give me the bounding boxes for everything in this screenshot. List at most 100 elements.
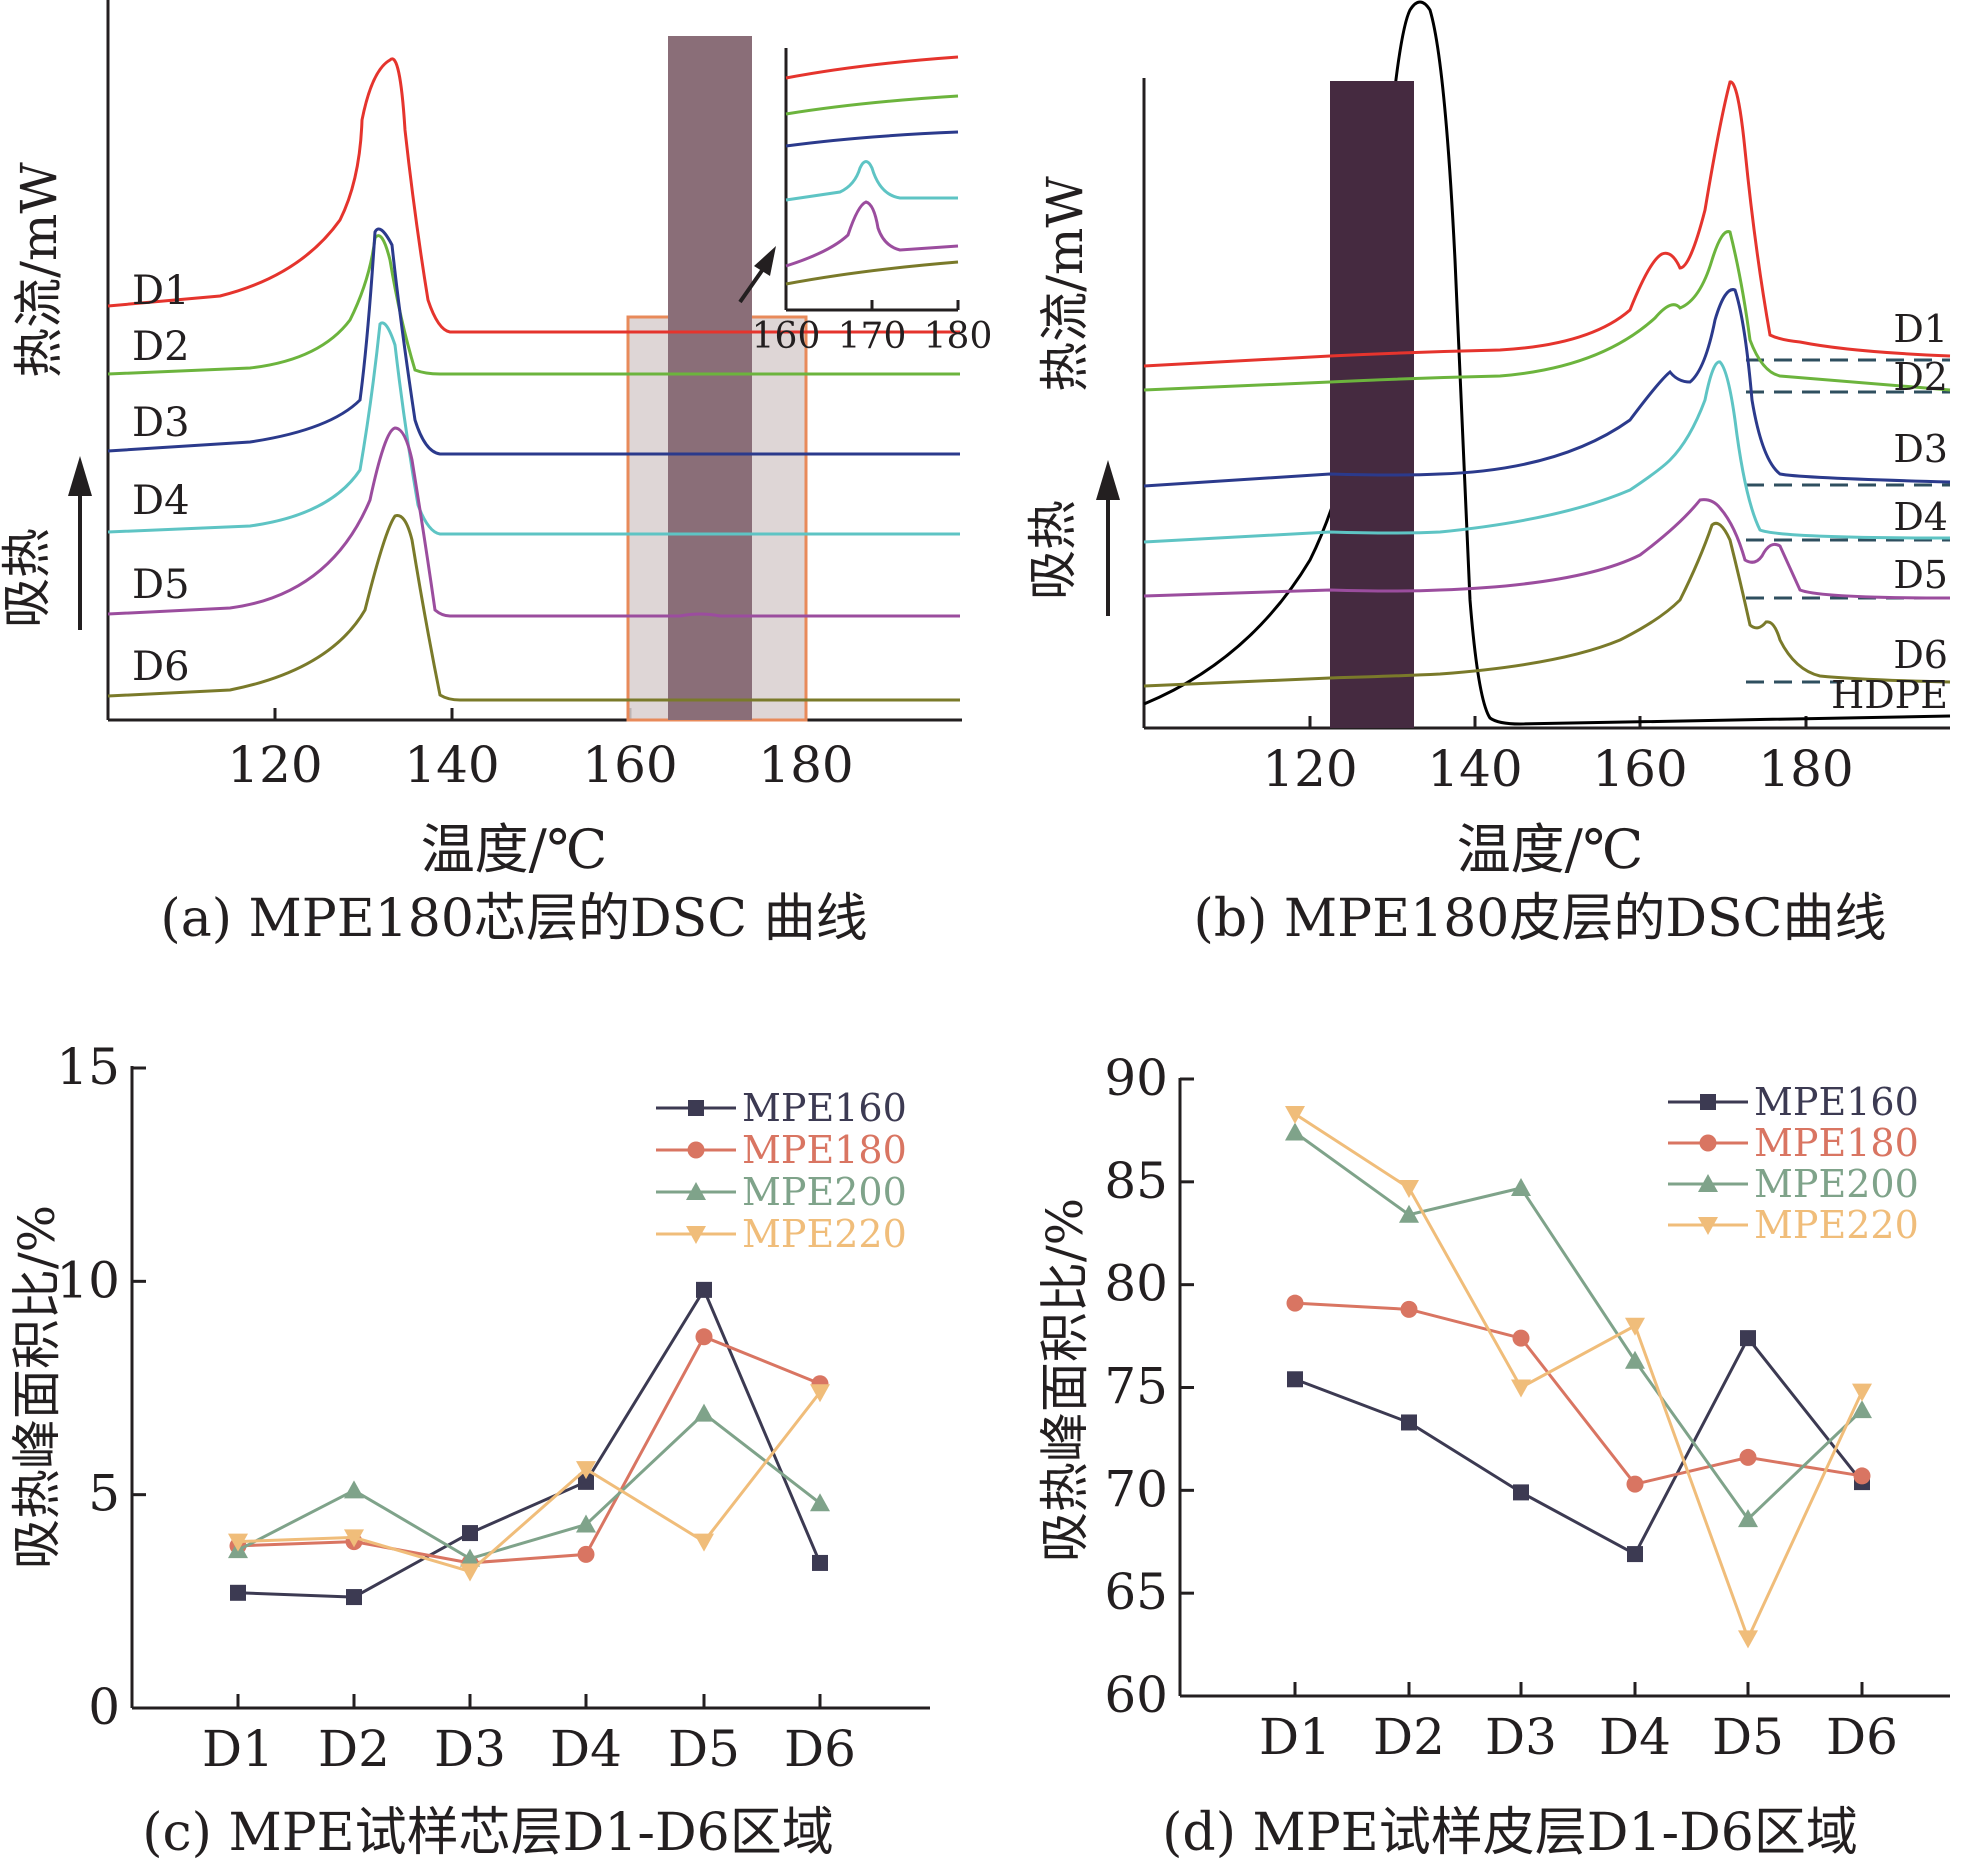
legend-marker-mpe220 (1698, 1217, 1718, 1235)
data-point-mpe200 (1625, 1350, 1645, 1369)
data-point-mpe180 (1626, 1475, 1644, 1493)
panel-b-caption: (b) MPE180皮层的DSC曲线 (1194, 889, 1887, 949)
panel-b-xtick-label: 120 (1262, 740, 1357, 798)
panel-b-ylabel: 热流/mW (1036, 176, 1094, 392)
panel-b-dashed-lines (1746, 358, 1950, 684)
inset-curve-d2 (785, 94, 959, 116)
legend-marker-mpe220 (686, 1226, 706, 1244)
panel-c-caption: (c) MPE试样芯层D1-D6区域 (142, 1803, 834, 1863)
legend-label-mpe160: MPE160 (742, 1086, 907, 1130)
legend-marker-mpe180 (1699, 1134, 1717, 1152)
panel-c-xtick-label: D3 (434, 1720, 506, 1778)
panel-b-endo-arrow-head (1096, 460, 1120, 500)
data-point-mpe200 (810, 1493, 830, 1512)
curve-a-d5 (107, 426, 960, 618)
series-mpe220 (1285, 1105, 1872, 1649)
data-point-mpe220 (228, 1533, 248, 1552)
panel-a-highlight-bar (668, 36, 752, 720)
curve-a-d3 (107, 227, 960, 456)
series-line-mpe220 (237, 1391, 822, 1574)
legend-item-mpe180: MPE180 (1668, 1121, 1919, 1165)
legend-item-mpe160: MPE160 (656, 1086, 907, 1130)
data-point-mpe200 (1852, 1400, 1872, 1419)
data-point-mpe220 (1399, 1180, 1419, 1199)
data-point-mpe220 (694, 1533, 714, 1552)
inset-curve-d4 (785, 160, 958, 202)
panel-d-ytick-label: 60 (1104, 1666, 1168, 1724)
data-point-mpe200 (344, 1480, 364, 1499)
inset-curve-d1 (785, 55, 959, 80)
data-point-mpe160 (1287, 1371, 1303, 1388)
legend-marker-mpe200 (686, 1182, 706, 1200)
data-point-mpe160 (1627, 1546, 1643, 1563)
curve-label-a-d1: D1 (132, 268, 190, 314)
inset-arrow-head (754, 246, 776, 276)
curve-a-d2 (107, 234, 960, 376)
data-point-mpe220 (810, 1384, 830, 1403)
panel-b-xlabel: 温度/℃ (1457, 818, 1644, 881)
series-line-mpe200 (1294, 1131, 1864, 1522)
panel-a-xtick-label: 120 (227, 736, 322, 794)
panel-c-xtick-label: D1 (202, 1720, 274, 1778)
data-point-mpe180 (1853, 1467, 1871, 1485)
legend-marker-mpe200 (1698, 1174, 1718, 1192)
data-point-mpe220 (460, 1563, 480, 1582)
legend-label-mpe180: MPE180 (742, 1128, 907, 1172)
data-point-mpe220 (1738, 1630, 1758, 1649)
series-line-mpe200 (237, 1411, 821, 1561)
data-point-mpe200 (576, 1514, 596, 1533)
series-line-mpe180 (1294, 1301, 1863, 1486)
data-point-mpe160 (812, 1554, 828, 1571)
data-point-mpe180 (695, 1328, 713, 1346)
curve-a-d1 (107, 57, 960, 334)
panel-d-xtick-label: D5 (1712, 1708, 1784, 1766)
legend-item-mpe220: MPE220 (656, 1212, 907, 1256)
panel-c-xtick-label: D5 (668, 1720, 740, 1778)
panel-d-ytick-label: 90 (1104, 1049, 1168, 1107)
panel-c-xtick-label: D2 (318, 1720, 390, 1778)
data-point-mpe200 (1285, 1122, 1305, 1141)
data-point-mpe200 (1738, 1509, 1758, 1528)
curve-label-b-d4: D4 (1893, 495, 1948, 539)
data-point-mpe220 (1625, 1317, 1645, 1336)
panel-c-core-area-ratio: 0 5 10 15 D1 D2 D3 D4 D5 D6 MPE160MPE180MPE200MP… (8, 1038, 930, 1863)
data-point-mpe200 (1399, 1204, 1419, 1223)
data-point-mpe220 (576, 1461, 596, 1480)
panel-a-xtick-label: 160 (582, 736, 677, 794)
data-point-mpe180 (1286, 1294, 1304, 1312)
inset-curve-d3 (785, 130, 959, 148)
legend-label-mpe200: MPE200 (742, 1170, 907, 1214)
legend-label-mpe220: MPE220 (742, 1212, 907, 1256)
curve-label-a-d2: D2 (132, 324, 190, 370)
curve-b-hdpe (1143, 0, 1951, 726)
inset-curve-d6 (785, 260, 959, 286)
data-point-mpe160 (696, 1281, 712, 1298)
panel-d-xtick-label: D1 (1259, 1708, 1331, 1766)
panel-a-xtick-label: 180 (758, 736, 853, 794)
data-point-mpe180 (577, 1545, 595, 1563)
panel-a-ylabel: 热流/mW (10, 162, 68, 378)
series-line-mpe180 (237, 1334, 821, 1565)
data-point-mpe160 (462, 1525, 478, 1542)
legend-item-mpe160: MPE160 (1668, 1080, 1919, 1124)
data-point-mpe220 (1285, 1105, 1305, 1124)
panel-d-ytick-label: 70 (1104, 1460, 1168, 1518)
curve-label-b-d6: D6 (1893, 633, 1948, 677)
panel-d-xtick-label: D3 (1485, 1708, 1557, 1766)
legend-label-mpe180: MPE180 (1754, 1121, 1919, 1165)
curve-b-d1 (1143, 80, 1951, 368)
panel-d-ytick-label: 65 (1104, 1563, 1168, 1621)
series-line-mpe220 (1294, 1112, 1864, 1643)
curve-label-b-d5: D5 (1893, 553, 1948, 597)
curve-b-d3 (1143, 288, 1951, 488)
curve-label-a-d6: D6 (132, 644, 190, 690)
series-mpe160 (1287, 1330, 1870, 1563)
data-point-mpe180 (1739, 1448, 1757, 1466)
data-point-mpe160 (1740, 1330, 1756, 1347)
data-point-mpe160 (1513, 1484, 1529, 1501)
data-point-mpe200 (1511, 1178, 1531, 1197)
data-point-mpe220 (344, 1529, 364, 1548)
data-point-mpe160 (346, 1589, 362, 1606)
panel-a-xlabel: 温度/℃ (421, 818, 608, 881)
